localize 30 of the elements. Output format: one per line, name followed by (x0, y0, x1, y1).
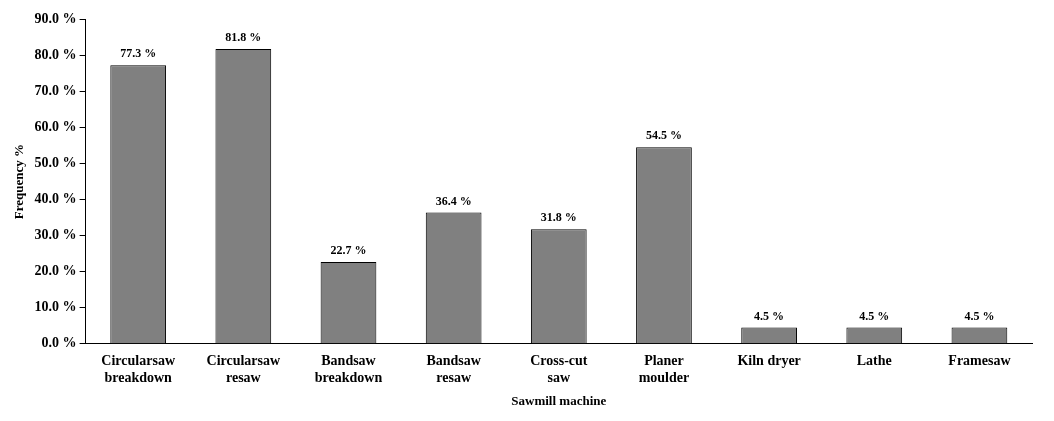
data-label: 77.3 % (120, 46, 157, 61)
y-tick-label: 90.0 % (34, 11, 77, 27)
x-tick-label: Circularsaw breakdown (101, 352, 176, 385)
data-label: 4.5 % (964, 308, 995, 323)
data-label: 54.5 % (645, 128, 682, 143)
x-tick-label: Framesaw (948, 352, 1012, 368)
x-tick-label: Circularsaw resaw (206, 352, 282, 385)
data-label: 36.4 % (435, 193, 472, 208)
y-tick-label: 40.0 % (34, 191, 77, 207)
y-tick-label: 60.0 % (34, 119, 77, 135)
x-tick-label: Planer moulder (638, 352, 690, 385)
y-tick-label: 20.0 % (34, 263, 77, 279)
y-tick-label: 10.0 % (34, 299, 77, 315)
data-label: 22.7 % (330, 243, 367, 258)
data-label: 31.8 % (540, 210, 577, 225)
y-axis-title: Frequency % (11, 143, 27, 220)
x-tick-label: Lathe (856, 352, 892, 368)
y-tick-label: 50.0 % (34, 155, 77, 171)
x-tick-label: Bandsaw resaw (426, 352, 482, 385)
x-tick-label: Cross-cut saw (530, 352, 588, 385)
y-tick-label: 70.0 % (34, 83, 77, 99)
x-tick-label: Kiln dryer (737, 352, 801, 368)
y-tick-label: 0.0 % (41, 335, 77, 351)
x-axis-title: Sawmill machine (511, 392, 607, 408)
data-label: 81.8 % (225, 30, 262, 45)
x-tick-label: Bandsaw breakdown (314, 352, 383, 385)
data-label: 4.5 % (754, 308, 785, 323)
data-label: 4.5 % (859, 308, 890, 323)
y-tick-label: 80.0 % (34, 47, 77, 63)
y-tick-label: 30.0 % (34, 227, 77, 243)
